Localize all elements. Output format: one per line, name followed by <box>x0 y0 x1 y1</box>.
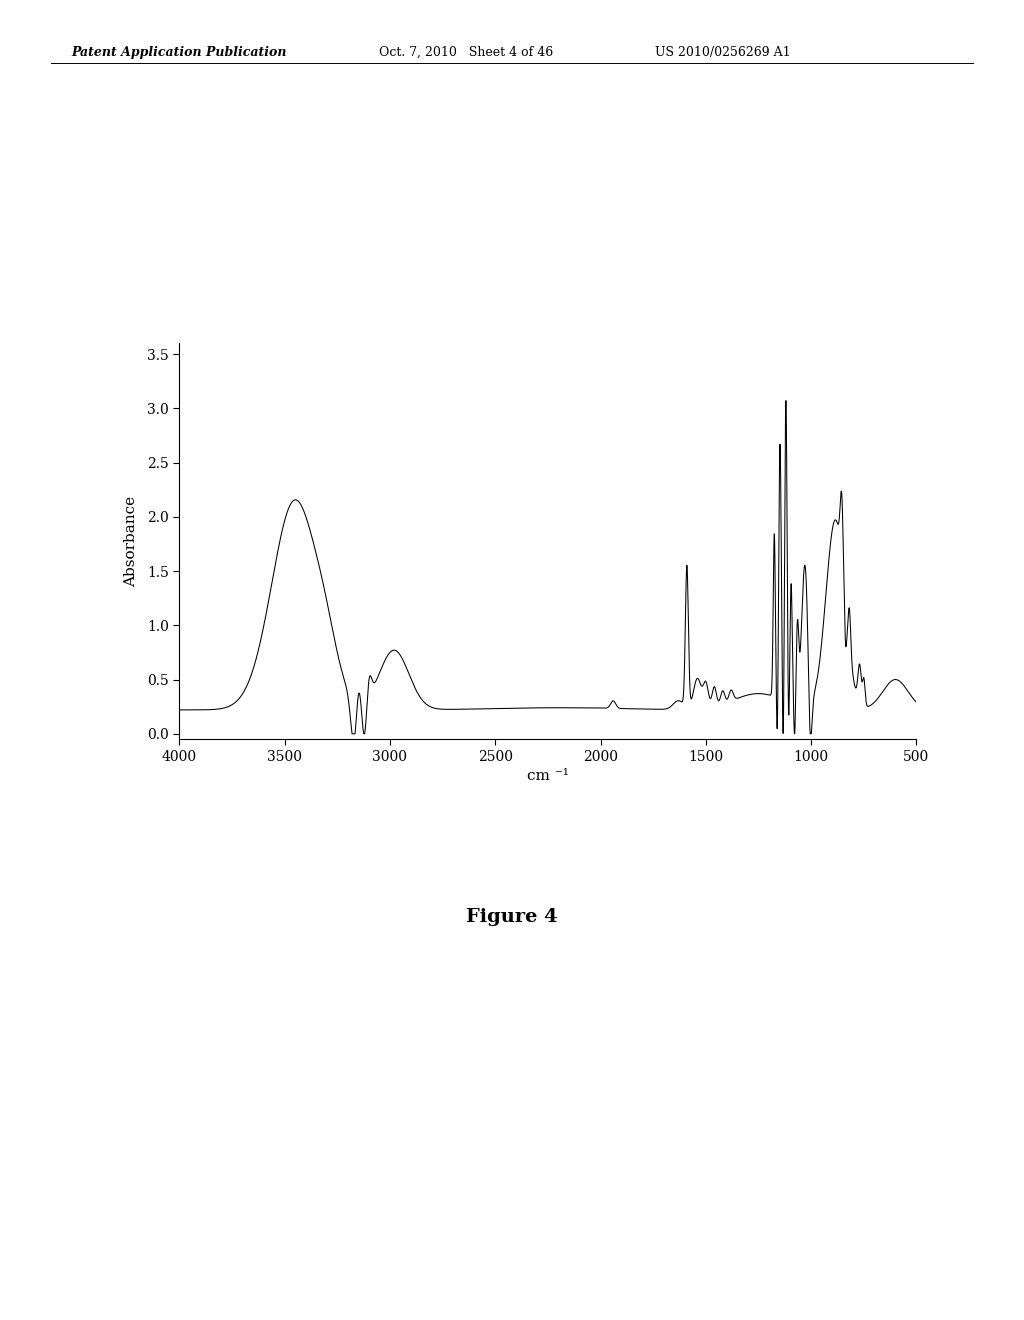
Text: US 2010/0256269 A1: US 2010/0256269 A1 <box>655 46 791 59</box>
X-axis label: cm ⁻¹: cm ⁻¹ <box>527 770 568 783</box>
Text: Patent Application Publication: Patent Application Publication <box>72 46 287 59</box>
Text: Figure 4: Figure 4 <box>466 908 558 927</box>
Text: Oct. 7, 2010   Sheet 4 of 46: Oct. 7, 2010 Sheet 4 of 46 <box>379 46 553 59</box>
Y-axis label: Absorbance: Absorbance <box>125 495 138 587</box>
